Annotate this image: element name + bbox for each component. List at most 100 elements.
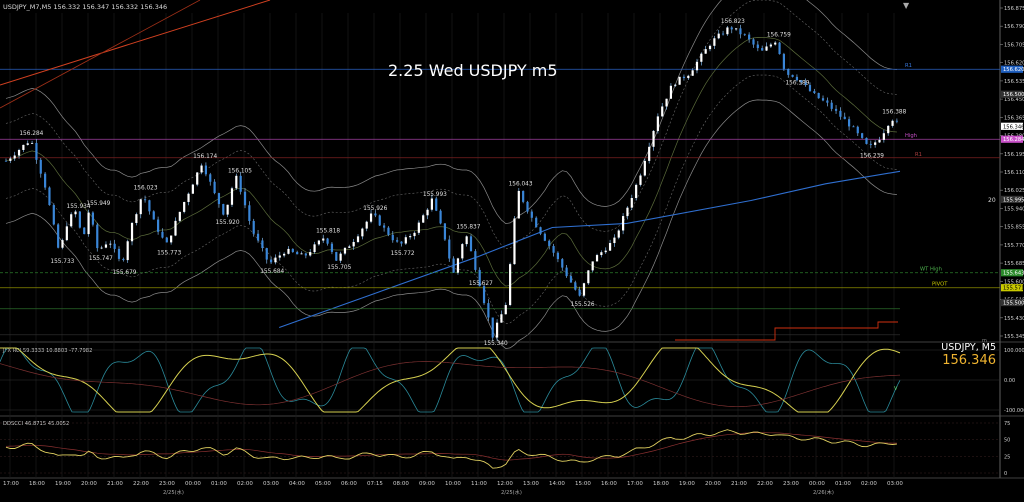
candle-body <box>717 33 720 39</box>
band-upper-outer <box>5 0 897 224</box>
candle-body <box>643 160 646 176</box>
candle-body <box>70 214 73 227</box>
candle-body <box>339 253 342 261</box>
candle-body <box>882 133 885 140</box>
candle-body <box>196 172 199 185</box>
price-label: 155.926 <box>363 206 387 212</box>
candle-body <box>369 213 373 222</box>
bollinger-bands <box>5 0 901 349</box>
time-tick-label: 10:00 <box>445 481 461 487</box>
candle-body <box>143 199 147 201</box>
candle-body <box>248 205 251 221</box>
candle-body <box>217 193 221 205</box>
candle-body <box>721 33 725 35</box>
candle-body <box>756 44 759 49</box>
candle-body <box>535 217 538 228</box>
candle-body <box>78 211 81 228</box>
price-label: 155.837 <box>456 224 480 230</box>
price-tick-label: 155.430 <box>1004 316 1024 322</box>
candle-body <box>35 142 38 160</box>
candle-body <box>209 174 212 182</box>
candle-body <box>83 227 86 235</box>
candle-body <box>652 130 655 147</box>
candle-body <box>691 70 694 76</box>
candle-body <box>591 261 594 271</box>
price-tick-label: 156.450 <box>1004 97 1024 103</box>
corner-mark-icon[interactable]: ▼ <box>903 1 910 10</box>
candle-body <box>791 74 794 77</box>
candle-body <box>104 244 108 248</box>
candle-body <box>157 219 160 232</box>
price-tag-label: 155.643 <box>1003 271 1024 277</box>
price-label: 155.993 <box>423 192 447 198</box>
price-label: 156.174 <box>193 154 217 160</box>
candle-body <box>87 212 90 235</box>
price-label: 156.823 <box>721 19 745 25</box>
time-tick-label: 19:00 <box>679 481 695 487</box>
candle-body <box>44 173 47 188</box>
candle-body <box>726 27 729 35</box>
candle-body <box>565 267 568 277</box>
candle-body <box>852 126 855 128</box>
candle-body <box>356 236 360 242</box>
candle-body <box>548 240 551 247</box>
candle-body <box>343 247 347 254</box>
candle-body <box>887 125 890 134</box>
candle-body <box>491 317 494 338</box>
candle-body <box>469 236 473 252</box>
price-tag <box>1001 195 1023 204</box>
time-tick-label: 12:00 <box>497 481 513 487</box>
band-middle <box>5 37 897 287</box>
candle-body <box>500 314 503 323</box>
time-tick-label: 08:00 <box>393 481 409 487</box>
time-tick-label: 17:00 <box>3 481 19 487</box>
candle-body <box>556 252 560 260</box>
candle-body <box>361 228 364 237</box>
price-label: 156.105 <box>228 169 252 175</box>
candle-body <box>52 205 55 225</box>
candle-body <box>674 84 677 86</box>
price-tick-label: 156.365 <box>1004 115 1024 121</box>
price-label: 156.388 <box>882 110 906 116</box>
candle-body <box>787 68 790 75</box>
price-label: 156.043 <box>509 181 533 187</box>
price-tag <box>1001 90 1023 98</box>
candle-body <box>274 257 277 263</box>
candle-body <box>861 133 864 138</box>
candle-body <box>22 144 25 150</box>
candle-body <box>200 165 203 173</box>
candle-body <box>817 92 820 99</box>
price-label: 155.773 <box>157 251 181 257</box>
candle-body <box>174 220 177 236</box>
time-tick-label: 14:00 <box>549 481 565 487</box>
price-label: 156.284 <box>19 131 43 137</box>
candle-body <box>422 215 425 223</box>
candle-body <box>400 241 403 244</box>
candle-body <box>126 241 129 261</box>
candle-body <box>830 102 833 109</box>
candle-body <box>4 160 8 162</box>
time-tick-label: 04:00 <box>289 481 305 487</box>
candle-body <box>317 240 320 245</box>
candle-body <box>878 139 881 143</box>
price-tick-label: 156.535 <box>1004 79 1024 85</box>
candle-body <box>391 234 394 241</box>
candle-body <box>504 305 507 315</box>
price-label: 156.759 <box>767 32 791 38</box>
price-label: 155.684 <box>260 269 284 275</box>
candle-body <box>622 216 625 231</box>
candle-body <box>204 165 208 175</box>
candle-body <box>352 241 355 247</box>
time-tick-label: 21:00 <box>107 481 123 487</box>
candle-body <box>604 250 607 253</box>
level-label: R1 <box>915 152 922 158</box>
candle-body <box>287 248 290 254</box>
candle-body <box>91 212 95 225</box>
candle-body <box>661 106 664 117</box>
candle-body <box>382 225 386 228</box>
candle-body <box>669 85 673 99</box>
time-tick-label: 22:00 <box>133 481 149 487</box>
